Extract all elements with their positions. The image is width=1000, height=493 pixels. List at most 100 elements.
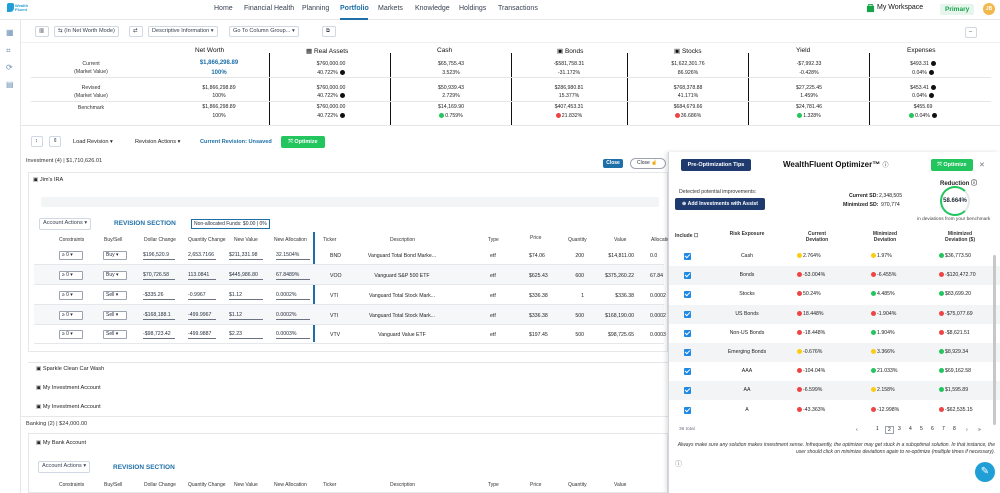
info-icon[interactable] — [928, 70, 934, 75]
page-3[interactable]: 3 — [898, 426, 901, 432]
environment-badge[interactable]: Primary — [940, 4, 975, 15]
dollar-change-input[interactable]: -$335.26 — [143, 291, 175, 300]
panel-scrollbar[interactable] — [993, 255, 996, 425]
quantity-change-input[interactable]: -499.9967 — [188, 311, 216, 320]
user-avatar[interactable]: JB — [983, 3, 995, 15]
bank-account-actions-dropdown[interactable]: Account Actions ▾ — [38, 461, 91, 473]
page-2[interactable]: 2 — [885, 426, 894, 434]
dollar-change-input[interactable]: $196,520.9 — [143, 251, 175, 260]
chart-view-icon[interactable]: ▥ — [35, 26, 49, 37]
descriptive-info-dropdown[interactable]: Descriptive Information ▾ — [148, 26, 218, 37]
buy-sell-select[interactable]: Buy ▾ — [103, 251, 127, 260]
include-checkbox[interactable] — [684, 368, 691, 376]
page-6[interactable]: 6 — [931, 426, 934, 432]
include-checkbox[interactable] — [684, 406, 691, 414]
new-value-input[interactable]: $1.12 — [229, 311, 263, 320]
include-checkbox[interactable] — [684, 329, 691, 337]
nav-holdings[interactable]: Holdings — [459, 5, 487, 12]
quantity-change-input[interactable]: -499.9887 — [188, 330, 216, 339]
prev-page-icon[interactable]: ‹ — [856, 427, 858, 433]
nav-home[interactable]: Home — [214, 5, 233, 12]
new-value-input[interactable]: $1.12 — [229, 291, 263, 300]
close-icon[interactable]: ✕ — [979, 162, 985, 169]
constraint-select[interactable]: ≥ 0 ▾ — [59, 271, 83, 280]
new-allocation-input[interactable]: 32.1504% — [276, 251, 310, 260]
pre-optimization-tips-button[interactable]: Pre-Optimization Tips — [681, 159, 751, 171]
add-investments-button[interactable]: ⊕ Add Investments with Assist — [675, 198, 765, 210]
load-revision-dropdown[interactable]: Load Revision ▾ — [73, 139, 113, 145]
nav-transactions[interactable]: Transactions — [498, 5, 538, 12]
constraint-select[interactable]: ≥ 0 ▾ — [59, 311, 83, 320]
constraint-select[interactable]: ≥ 0 ▾ — [59, 251, 83, 260]
account-my-investment-2[interactable]: ▣ My Investment Account — [36, 404, 101, 410]
new-allocation-input[interactable]: 67.8489% — [276, 271, 310, 280]
nav-knowledge[interactable]: Knowledge — [415, 5, 450, 12]
account-sparkle[interactable]: ▣ Sparkle Clean Car Wash — [36, 366, 104, 372]
checkbox-icon[interactable]: ☐ — [693, 233, 699, 239]
info-icon[interactable]: ⓘ — [882, 163, 889, 169]
page-4[interactable]: 4 — [909, 426, 912, 432]
new-allocation-input[interactable]: 0.0002% — [276, 291, 310, 300]
include-checkbox[interactable] — [684, 387, 691, 395]
buy-sell-select[interactable]: Sell ▾ — [103, 330, 127, 339]
new-value-input[interactable]: $2.23 — [229, 330, 263, 339]
info-icon[interactable] — [339, 93, 345, 98]
swap-icon[interactable]: ⇄ — [129, 26, 143, 37]
copy-icon[interactable]: ⧉ — [322, 26, 336, 37]
buy-sell-select[interactable]: Buy ▾ — [103, 271, 127, 280]
include-checkbox[interactable] — [684, 253, 691, 260]
chart-icon[interactable]: ⌗ — [6, 46, 11, 55]
collapse-all-icon[interactable]: ⇕ — [49, 136, 61, 147]
page-7[interactable]: 7 — [942, 426, 945, 432]
include-checkbox[interactable] — [684, 349, 691, 356]
grid-icon[interactable]: ▦ — [6, 28, 14, 37]
info-icon[interactable]: ⓘ — [971, 181, 978, 187]
quantity-change-input[interactable]: 113.0841 — [188, 271, 216, 280]
info-icon[interactable]: ⓘ — [675, 461, 682, 468]
bank-account-name[interactable]: ▣ My Bank Account — [36, 440, 86, 446]
info-icon[interactable] — [339, 70, 345, 75]
collapse-icon[interactable]: – — [965, 27, 977, 38]
info-icon[interactable] — [930, 85, 936, 90]
dollar-change-input[interactable]: -$98,723.42 — [143, 330, 175, 339]
expand-icon[interactable]: ↕ — [31, 136, 43, 147]
net-worth-mode-button[interactable]: ⇆ (In Net Worth Mode) — [54, 26, 119, 37]
last-page-icon[interactable]: » — [978, 427, 981, 433]
quantity-change-input[interactable]: -0.9967 — [188, 291, 216, 300]
calculator-icon[interactable]: ▤ — [6, 80, 14, 89]
info-icon[interactable] — [931, 113, 937, 118]
buy-sell-select[interactable]: Sell ▾ — [103, 291, 127, 300]
new-value-input[interactable]: $211,331.98 — [229, 251, 263, 260]
account-name[interactable]: ▣ Jim's IRA — [33, 177, 63, 183]
optimize-button[interactable]: ⤧ Optimize — [281, 136, 325, 148]
page-8[interactable]: 8 — [953, 426, 956, 432]
next-page-icon[interactable]: › — [966, 427, 968, 433]
include-checkbox[interactable] — [684, 310, 691, 318]
close-toggle[interactable]: Close ☝ — [630, 158, 666, 169]
close-button[interactable]: Close — [603, 159, 623, 168]
account-my-investment-1[interactable]: ▣ My Investment Account — [36, 385, 101, 391]
panel-optimize-button[interactable]: ⤧ Optimize — [931, 159, 973, 171]
quantity-change-input[interactable]: 2,653.7166 — [188, 251, 216, 260]
dollar-change-input[interactable]: $70,726.58 — [143, 271, 175, 280]
refresh-icon[interactable]: ⟳ — [6, 63, 13, 72]
info-icon[interactable] — [339, 113, 345, 118]
workspace-label[interactable]: My Workspace — [877, 4, 924, 11]
nav-planning[interactable]: Planning — [302, 5, 330, 12]
nav-portfolio[interactable]: Portfolio — [340, 5, 369, 12]
nav-financial-health[interactable]: Financial Health — [244, 5, 295, 12]
new-allocation-input[interactable]: 0.0003% — [276, 330, 310, 339]
include-checkbox[interactable] — [684, 291, 691, 299]
app-logo[interactable]: Wealth Fluent — [7, 3, 35, 17]
nav-markets[interactable]: Markets — [378, 5, 403, 12]
constraint-select[interactable]: ≥ 0 ▾ — [59, 291, 83, 300]
page-1[interactable]: 1 — [876, 426, 879, 432]
info-icon[interactable] — [930, 61, 936, 66]
page-5[interactable]: 5 — [920, 426, 923, 432]
dollar-change-input[interactable]: -$168,188.1 — [143, 311, 175, 320]
revision-actions-dropdown[interactable]: Revision Actions ▾ — [135, 139, 181, 145]
buy-sell-select[interactable]: Sell ▾ — [103, 311, 127, 320]
include-checkbox[interactable] — [684, 272, 691, 280]
new-value-input[interactable]: $445,986.80 — [229, 271, 263, 280]
account-actions-dropdown[interactable]: Account Actions ▾ — [39, 218, 92, 230]
